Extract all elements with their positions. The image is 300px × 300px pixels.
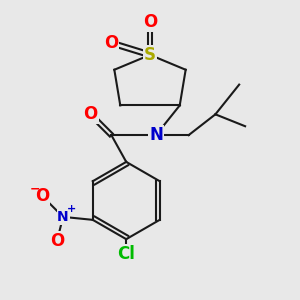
Text: O: O	[50, 232, 64, 250]
Text: O: O	[35, 187, 50, 205]
Text: S: S	[144, 46, 156, 64]
Text: O: O	[83, 105, 98, 123]
Text: O: O	[143, 13, 157, 31]
Text: N: N	[149, 126, 163, 144]
Text: Cl: Cl	[117, 245, 135, 263]
Text: N: N	[57, 210, 69, 224]
Text: +: +	[67, 204, 76, 214]
Text: −: −	[30, 182, 40, 195]
Text: O: O	[104, 34, 118, 52]
